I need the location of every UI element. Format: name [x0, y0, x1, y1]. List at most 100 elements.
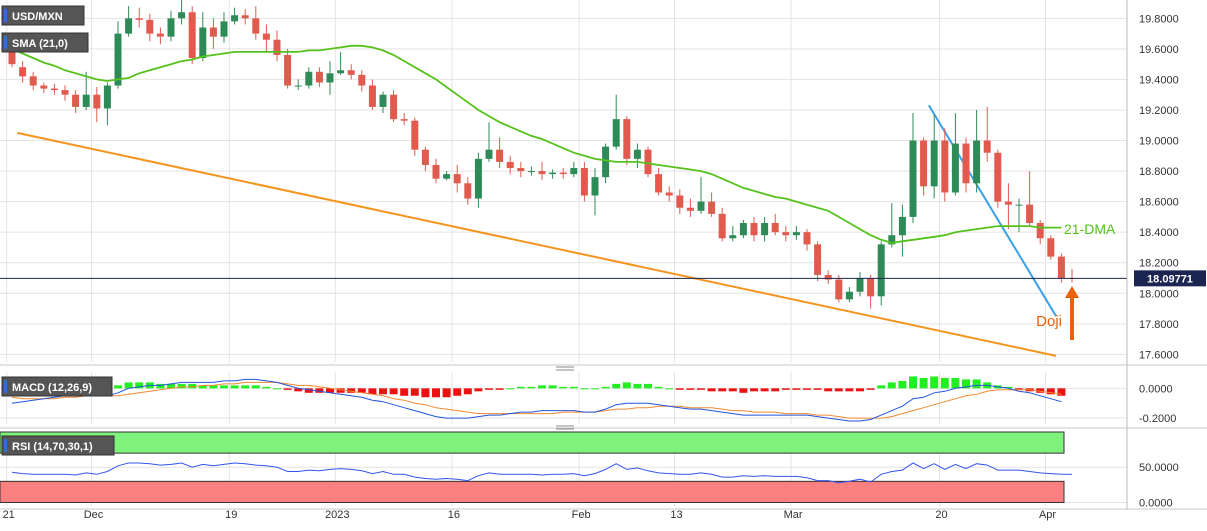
- candle-body: [729, 235, 737, 239]
- candle-body: [930, 140, 938, 187]
- doji-annotation-label: Doji: [1036, 313, 1062, 330]
- macd-histogram-bar: [792, 388, 801, 390]
- macd-histogram-bar: [177, 383, 186, 389]
- x-tick-label-20: 20: [935, 509, 947, 521]
- candle-body: [867, 277, 875, 297]
- candle: [824, 270, 832, 285]
- macd-histogram-bar: [654, 386, 663, 389]
- macd-histogram-bar: [463, 388, 472, 395]
- candle: [761, 216, 769, 242]
- candle: [750, 216, 758, 242]
- candle: [1004, 183, 1012, 230]
- candle-body: [326, 73, 334, 83]
- candle: [856, 271, 864, 297]
- candle-body: [814, 244, 822, 275]
- candle-body: [676, 195, 684, 208]
- candle-body: [962, 143, 970, 184]
- rsi-line: [11, 462, 1072, 484]
- candle: [644, 146, 652, 178]
- candle-body: [485, 149, 493, 159]
- candle: [1057, 253, 1065, 283]
- candle-body: [803, 232, 811, 245]
- candle: [231, 7, 239, 25]
- macd-histogram-bar: [909, 376, 917, 389]
- candle: [517, 161, 525, 178]
- support-trend-line: [17, 131, 1057, 357]
- candle: [167, 10, 175, 42]
- candle: [1047, 235, 1055, 260]
- macd-histogram-bar: [824, 388, 833, 392]
- macd-histogram-bar: [124, 382, 133, 389]
- candle: [252, 6, 260, 40]
- candle: [792, 226, 800, 240]
- candle: [178, 0, 186, 25]
- candle: [930, 114, 938, 199]
- candle: [273, 30, 281, 62]
- candle: [305, 67, 313, 89]
- macd-histogram-bar: [135, 382, 144, 389]
- candle-body: [294, 85, 302, 87]
- candle-body: [93, 94, 101, 109]
- candle-body: [125, 18, 133, 34]
- candle-body: [114, 33, 122, 86]
- macd-histogram-bar: [665, 388, 674, 390]
- macd-signal-line: [11, 381, 1062, 419]
- candle: [294, 79, 302, 91]
- candle-body: [994, 152, 1002, 202]
- candle-body: [920, 140, 928, 187]
- candle: [665, 186, 673, 202]
- candle-body: [135, 18, 143, 20]
- current-price-value: 18.09771: [1147, 273, 1193, 285]
- x-tick-label-2023: 2023: [325, 509, 349, 521]
- candle-body: [1036, 223, 1044, 239]
- macd-histogram-bar: [601, 386, 610, 389]
- macd-histogram-bar: [506, 388, 515, 390]
- macd-histogram-bar: [209, 385, 218, 389]
- candle: [411, 117, 419, 156]
- candle: [771, 213, 779, 236]
- macd-histogram-bar: [114, 385, 122, 389]
- macd-histogram-bar: [781, 388, 790, 390]
- candle-body: [347, 70, 355, 75]
- macd-histogram-bar: [273, 388, 281, 390]
- doji-arrow-head: [1065, 286, 1079, 298]
- macd-histogram-bar: [813, 388, 822, 390]
- candle: [379, 91, 387, 114]
- candle-body: [252, 18, 260, 34]
- candle-body: [888, 235, 896, 245]
- candle: [284, 48, 292, 89]
- price-y-tick-label: 18.2000: [1139, 258, 1179, 270]
- candle-body: [156, 33, 164, 37]
- candle-body: [103, 85, 111, 109]
- macd-histogram-bar: [1036, 388, 1045, 393]
- macd-histogram-bar: [845, 388, 854, 392]
- candle-body: [782, 232, 790, 236]
- candle-body: [1047, 238, 1055, 257]
- candle-body: [199, 27, 207, 59]
- candle-body: [750, 223, 758, 236]
- macd-histogram-bar: [1046, 388, 1055, 395]
- resistance-trend-line: [928, 104, 1057, 317]
- macd-histogram-bar: [898, 380, 907, 389]
- candle-body: [61, 90, 69, 95]
- candle: [29, 71, 37, 91]
- candle-body: [453, 174, 461, 184]
- macd-histogram-bar: [697, 388, 705, 390]
- candle-body: [697, 201, 705, 211]
- candle-body: [973, 140, 981, 184]
- macd-histogram-bar: [739, 388, 748, 393]
- price-y-tick-label: 17.6000: [1139, 349, 1179, 361]
- candle-body: [474, 158, 482, 199]
- macd-histogram-bar: [347, 388, 356, 393]
- macd-histogram-bar: [1004, 386, 1013, 389]
- candle: [474, 152, 482, 208]
- candle: [867, 274, 875, 309]
- candle-body: [262, 33, 270, 40]
- candle: [199, 12, 207, 62]
- price-y-tick-label: 18.4000: [1139, 227, 1179, 239]
- macd-histogram-bar: [421, 388, 430, 398]
- macd-histogram-bar: [198, 385, 207, 389]
- candle-body: [72, 94, 80, 107]
- candle-body: [19, 67, 27, 77]
- candle: [220, 12, 228, 43]
